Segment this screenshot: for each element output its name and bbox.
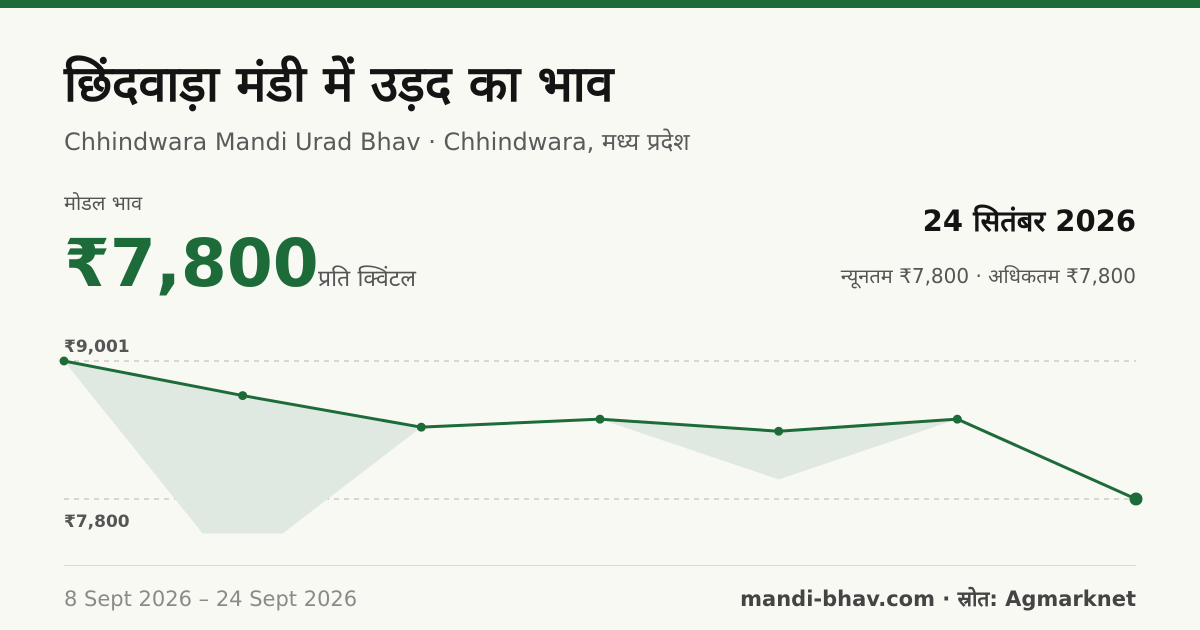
top-accent-bar <box>0 0 1200 8</box>
price-trend-chart: ₹9,001 ₹7,800 <box>59 337 1143 534</box>
data-source: mandi-bhav.com · स्रोत: Agmarknet <box>740 587 1136 611</box>
page-subtitle: Chhindwara Mandi Urad Bhav · Chhindwara,… <box>64 128 690 156</box>
date-range: 8 Sept 2026 – 24 Sept 2026 <box>64 587 358 611</box>
y-tick-label-1: ₹7,800 <box>64 512 130 532</box>
price-unit: प्रति क्विंटल <box>318 266 416 292</box>
min-max-price: न्यूनतम ₹7,800 · अधिकतम ₹7,800 <box>840 264 1136 288</box>
data-point-1 <box>238 391 248 401</box>
data-point-5 <box>952 414 962 424</box>
page-title: छिंदवाड़ा मंडी में उड़द का भाव <box>64 55 614 113</box>
price-date: 24 सितंबर 2026 <box>922 204 1136 238</box>
data-point-3 <box>595 414 605 424</box>
footer-divider <box>64 565 1136 566</box>
data-point-4 <box>774 426 784 436</box>
y-tick-label-0: ₹9,001 <box>64 337 130 357</box>
price-band-area <box>64 361 1136 534</box>
modal-price-label: मोडल भाव <box>64 191 143 215</box>
data-point-0 <box>59 356 69 366</box>
data-point-2 <box>416 422 426 432</box>
data-point-6 <box>1129 492 1143 506</box>
modal-price-value: ₹7,800 <box>64 225 319 302</box>
